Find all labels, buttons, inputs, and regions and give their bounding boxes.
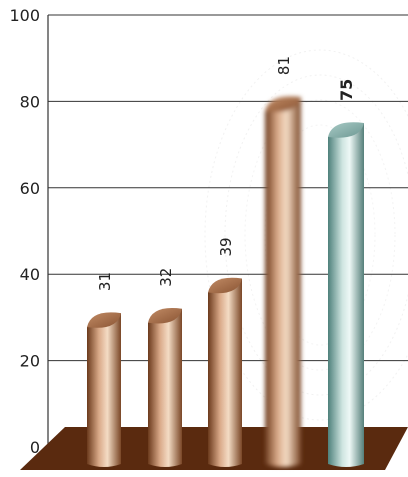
data-label: 32 — [157, 268, 175, 287]
data-label: 75 — [337, 79, 356, 101]
y-tick-label: 20 — [20, 352, 40, 371]
data-label: 39 — [217, 237, 235, 256]
bars — [87, 96, 364, 467]
y-tick-label: 100 — [9, 6, 40, 25]
data-labels: 31 32 39 81 75 — [96, 56, 356, 291]
bar — [87, 312, 121, 467]
data-label: 31 — [96, 272, 114, 291]
bar — [148, 308, 182, 467]
y-axis-ticks: 0 20 40 60 80 100 — [9, 6, 40, 457]
bar — [328, 122, 364, 467]
y-tick-label: 40 — [20, 265, 40, 284]
y-tick-label: 0 — [30, 438, 40, 457]
y-tick-label: 60 — [20, 179, 40, 198]
data-label: 81 — [275, 56, 293, 75]
bar — [208, 277, 242, 467]
bar — [265, 96, 301, 467]
y-tick-label: 80 — [20, 92, 40, 111]
